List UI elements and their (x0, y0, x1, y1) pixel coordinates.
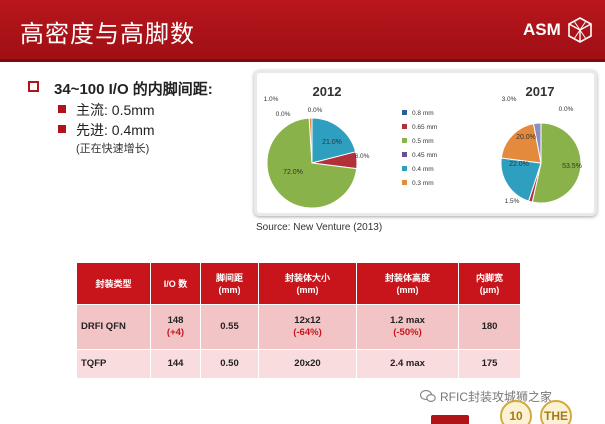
pie-2012-label: 1.0% (264, 96, 279, 103)
cell-size-value: 12x12 (294, 315, 321, 326)
pie-2017-label: 22.0% (509, 161, 529, 168)
legend-swatch (402, 138, 407, 143)
badge-ribbon (431, 415, 469, 424)
legend-label: 0.4 mm (412, 166, 434, 173)
source-caption: Source: New Venture (2013) (256, 222, 383, 233)
cell-size: 20x20 (258, 349, 357, 379)
header-pitch: 脚间距 (mm) (200, 262, 259, 305)
legend-label: 0.8 mm (412, 110, 434, 117)
cell-io: 148 (+4) (150, 304, 201, 350)
cell-pitch: 0.50 (200, 349, 259, 379)
pie-2012-slice-0.3mm (308, 117, 313, 164)
watermark-text: RFIC封装攻城狮之家 (440, 390, 552, 404)
asm-cube-logo-icon (568, 17, 592, 43)
pie-2012-title: 2012 (313, 84, 342, 99)
pie-2017-label: 1.5% (505, 198, 520, 205)
header-line: 封装类型 (95, 278, 132, 289)
header-body-height: 封装体高度 (mm) (356, 262, 459, 305)
cell-size-delta: (-64%) (293, 327, 322, 338)
pie-2017-slice-0.4mm (500, 157, 542, 202)
asm-logo-text: ASM (523, 20, 561, 39)
cell-width: 175 (458, 349, 521, 379)
bullet-note: (正在快速增长) (76, 143, 150, 155)
pie-2012-label: 0.0% (276, 111, 291, 118)
legend-label: 0.65 mm (412, 124, 437, 131)
legend-swatch (402, 110, 407, 115)
hollow-square-bullet-icon (28, 81, 39, 92)
cell-width: 180 (458, 304, 521, 350)
legend-swatch (402, 152, 407, 157)
header-io-count: I/O 数 (150, 262, 201, 305)
bullet-sub-2: 先进: 0.4mm (28, 120, 213, 140)
pie-2012-label: 0.0% (308, 107, 323, 114)
pie-2017-slice-other (532, 122, 542, 164)
cell-pitch: 0.55 (200, 304, 259, 350)
pie-2012-slice-0.4mm (311, 117, 357, 164)
pie-2012-slice-0.5mm (266, 117, 358, 209)
page-title: 高密度与高脚数 (20, 20, 195, 48)
legend-swatch (402, 180, 407, 185)
cell-height-delta: (-50%) (393, 327, 422, 338)
header-line: (mm) (218, 284, 241, 295)
bullet-main: 34~100 I/O 的内脚间距: (28, 78, 213, 100)
filled-square-bullet-icon (58, 105, 66, 113)
header-line: 内脚宽 (475, 272, 503, 283)
cell-type: DRFI QFN (76, 304, 151, 350)
pie-2012-label: 72.0% (283, 169, 303, 176)
table-row: DRFI QFN 148 (+4) 0.55 12x12 (-64%) 1.2 ma… (76, 304, 521, 350)
pie-chart-panel: 2012 1.0% 0.0% 0.0% 21.0% 6.0% 72.0% 0.8 mm 0.65… (254, 70, 597, 216)
wechat-icon (420, 389, 436, 403)
cell-height: 2.4 max (356, 349, 459, 379)
pie-2017-slice-0.5mm (531, 122, 582, 204)
filled-square-bullet-icon (58, 125, 66, 133)
header-lead-width: 内脚宽 (μm) (458, 262, 521, 305)
pie-2017-label: 3.0% (502, 96, 517, 103)
header-body-size: 封装体大小 (mm) (258, 262, 357, 305)
cell-size: 12x12 (-64%) (258, 304, 357, 350)
pie-2012-label: 21.0% (322, 139, 342, 146)
cell-io: 144 (150, 349, 201, 379)
bullet-list: 34~100 I/O 的内脚间距: 主流: 0.5mm 先进: 0.4mm (正… (28, 78, 213, 156)
legend-label: 0.3 mm (412, 180, 434, 187)
header-package-type: 封装类型 (76, 262, 151, 305)
table-row: TQFP 144 0.50 20x20 2.4 max 175 (76, 349, 521, 379)
header-rule (0, 59, 605, 62)
legend-swatch (402, 124, 407, 129)
header-line: I/O 数 (163, 278, 188, 289)
header-line: 封装体大小 (284, 272, 330, 283)
award-badge-2: THE (540, 400, 572, 424)
award-badge-1: 10 (500, 400, 532, 424)
header-line: (mm) (396, 284, 419, 295)
bullet-main-text: 34~100 I/O 的内脚间距: (54, 81, 213, 98)
header-bar: 高密度与高脚数 ASM (0, 0, 605, 62)
header-line: (mm) (296, 284, 319, 295)
pie-2017-label: 0.0% (559, 106, 574, 113)
pie-2017-label: 20.0% (516, 134, 536, 141)
pie-charts: 2012 1.0% 0.0% 0.0% 21.0% 6.0% 72.0% 0.8 mm 0.65… (264, 84, 582, 209)
header-line: 封装体高度 (384, 272, 430, 283)
bullet-sub-2-text: 先进: 0.4mm (76, 122, 155, 138)
legend-swatch (402, 166, 407, 171)
pie-2017-label: 53.5% (562, 163, 582, 170)
header-line: (μm) (479, 284, 500, 295)
cell-height-value: 1.2 max (390, 315, 425, 326)
pie-2017-title: 2017 (526, 84, 555, 99)
cell-height: 1.2 max (-50%) (356, 304, 459, 350)
pie-2017-slice-0.3mm (500, 123, 542, 164)
cell-io-value: 148 (167, 315, 184, 326)
bullet-sub-1-text: 主流: 0.5mm (76, 102, 155, 118)
header-line: 脚间距 (215, 272, 243, 283)
comparison-table: 封装类型 I/O 数 脚间距 (mm) 封装体大小 (mm) 封装体高度 (mm) 内… (76, 262, 521, 379)
pie-2012-label: 6.0% (355, 153, 370, 160)
legend-label: 0.45 mm (412, 152, 437, 159)
bullet-sub-1: 主流: 0.5mm (28, 100, 213, 120)
cell-type: TQFP (76, 349, 151, 379)
legend-label: 0.5 mm (412, 138, 434, 145)
cell-io-delta: (+4) (166, 327, 185, 338)
